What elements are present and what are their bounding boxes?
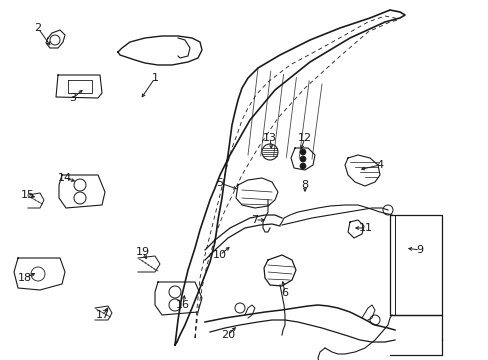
Text: 20: 20 [221,330,235,340]
Text: 10: 10 [213,250,226,260]
Circle shape [299,163,305,169]
Text: 16: 16 [176,300,190,310]
Text: 11: 11 [358,223,372,233]
Text: 8: 8 [301,180,308,190]
Text: 18: 18 [18,273,32,283]
Bar [389,215,441,315]
Text: 7: 7 [251,215,258,225]
Text: 17: 17 [96,310,110,320]
Text: 2: 2 [34,23,41,33]
Text: 5: 5 [216,178,223,188]
Circle shape [299,149,305,155]
Text: 13: 13 [263,133,276,143]
Text: 4: 4 [376,160,383,170]
Text: 9: 9 [416,245,423,255]
Text: 6: 6 [281,288,288,298]
Text: 19: 19 [136,247,150,257]
Text: 12: 12 [297,133,311,143]
Text: 3: 3 [69,93,76,103]
Text: 15: 15 [21,190,35,200]
Circle shape [299,156,305,162]
Text: 14: 14 [58,173,72,183]
Text: 1: 1 [151,73,158,83]
